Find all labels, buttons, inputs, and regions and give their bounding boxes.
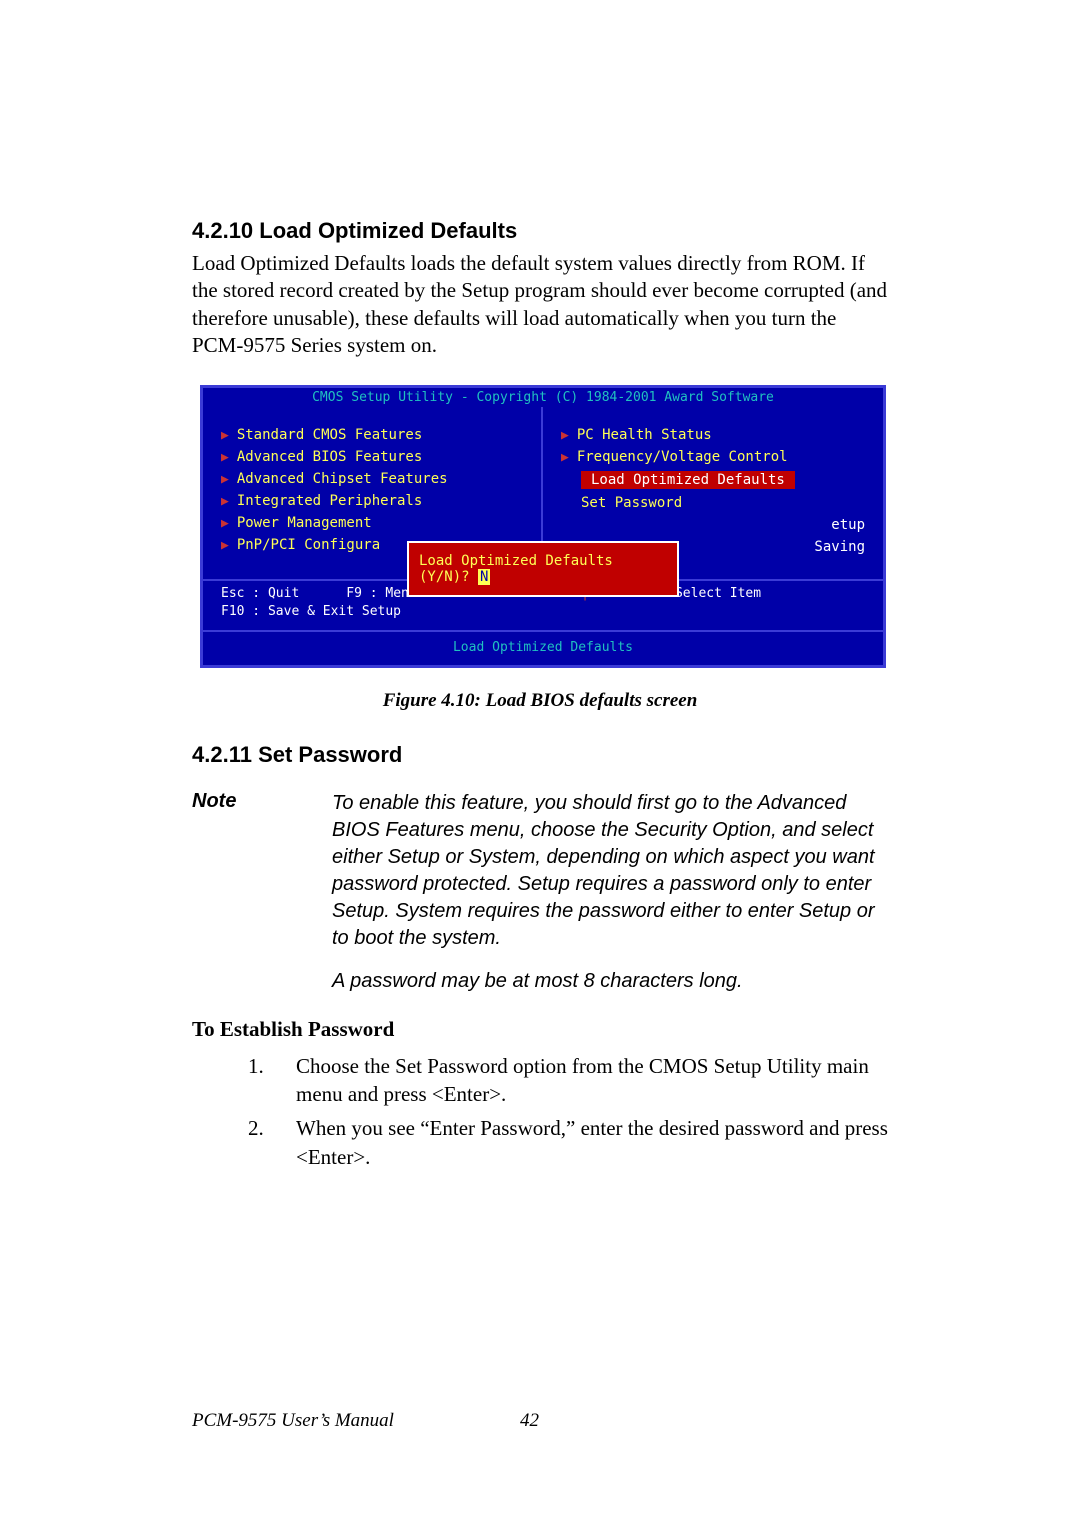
triangle-icon: ▶	[221, 450, 229, 465]
bios-dialog-box: Load Optimized Defaults (Y/N)? N	[407, 541, 679, 597]
bios-menu-item: ▶ Standard CMOS Features	[221, 427, 523, 443]
bios-item-label: Advanced BIOS Features	[237, 449, 422, 465]
bios-menu-item: ▶ Advanced BIOS Features	[221, 449, 523, 465]
bios-title-bar: CMOS Setup Utility - Copyright (C) 1984-…	[203, 388, 883, 407]
section-heading-set-password: 4.2.11 Set Password	[192, 742, 888, 768]
section-heading-load-defaults: 4.2.10 Load Optimized Defaults	[192, 218, 888, 244]
triangle-icon: ▶	[561, 428, 569, 443]
bios-dialog-cursor: N	[478, 569, 490, 585]
bios-help-text: Esc : Quit	[221, 586, 299, 601]
note-block: Note To enable this feature, you should …	[192, 790, 888, 995]
triangle-icon: ▶	[221, 494, 229, 509]
bios-main-area: ▶ Standard CMOS Features ▶ Advanced BIOS F…	[203, 407, 883, 581]
bios-item-label: Standard CMOS Features	[237, 427, 422, 443]
bios-item-label: Advanced Chipset Features	[237, 471, 448, 487]
list-text: When you see “Enter Password,” enter the…	[296, 1114, 888, 1171]
list-item: 2. When you see “Enter Password,” enter …	[248, 1114, 888, 1171]
bios-menu-item: ▶ Integrated Peripherals	[221, 493, 523, 509]
bios-partial-text: etup	[561, 517, 865, 533]
list-number: 2.	[248, 1114, 296, 1171]
bios-menu-item-highlight: Load Optimized Defaults	[561, 471, 865, 489]
note-paragraph: To enable this feature, you should first…	[332, 790, 888, 952]
figure-caption: Figure 4.10: Load BIOS defaults screen	[192, 690, 888, 712]
bios-help-text: F10 : Save & Exit Setup	[221, 604, 401, 619]
bios-item-label: PC Health Status	[577, 427, 712, 443]
note-body: To enable this feature, you should first…	[332, 790, 888, 995]
bios-item-label: Set Password	[581, 495, 682, 511]
note-label: Note	[192, 790, 332, 995]
bios-menu-item: ▶ Power Management	[221, 515, 523, 531]
bios-item-label: Load Optimized Defaults	[581, 471, 795, 489]
list-number: 1.	[248, 1052, 296, 1109]
footer-page-number: 42	[520, 1410, 539, 1432]
bios-footer-hint: Load Optimized Defaults	[203, 632, 883, 665]
bios-item-label: PnP/PCI Configura	[237, 537, 380, 553]
bios-item-label: Frequency/Voltage Control	[577, 449, 788, 465]
bios-figure: CMOS Setup Utility - Copyright (C) 1984-…	[200, 385, 880, 667]
subheading-establish-password: To Establish Password	[192, 1017, 888, 1042]
ordered-list: 1. Choose the Set Password option from t…	[248, 1052, 888, 1171]
bios-dialog-text: Load Optimized Defaults (Y/N)?	[419, 553, 613, 585]
section-body-load-defaults: Load Optimized Defaults loads the defaul…	[192, 250, 888, 359]
list-text: Choose the Set Password option from the …	[296, 1052, 888, 1109]
bios-menu-item: Set Password	[561, 495, 865, 511]
page: 4.2.10 Load Optimized Defaults Load Opti…	[0, 0, 1080, 1528]
triangle-icon: ▶	[221, 538, 229, 553]
triangle-icon: ▶	[221, 516, 229, 531]
bios-menu-item: ▶ Advanced Chipset Features	[221, 471, 523, 487]
note-paragraph: A password may be at most 8 characters l…	[332, 968, 888, 995]
triangle-icon: ▶	[561, 450, 569, 465]
list-item: 1. Choose the Set Password option from t…	[248, 1052, 888, 1109]
bios-item-label: Power Management	[237, 515, 372, 531]
bios-menu-item: ▶ Frequency/Voltage Control	[561, 449, 865, 465]
footer-manual-name: PCM-9575 User’s Manual	[192, 1410, 394, 1432]
bios-item-label: Integrated Peripherals	[237, 493, 422, 509]
bios-screen: CMOS Setup Utility - Copyright (C) 1984-…	[200, 385, 886, 667]
bios-menu-item: ▶ PC Health Status	[561, 427, 865, 443]
triangle-icon: ▶	[221, 428, 229, 443]
triangle-icon: ▶	[221, 472, 229, 487]
